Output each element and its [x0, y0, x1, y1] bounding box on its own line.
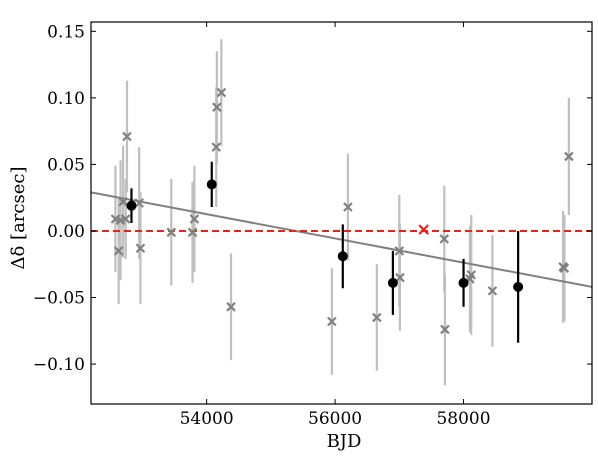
- individual-point: [134, 198, 144, 208]
- binned-point: [513, 281, 524, 292]
- plot-frame: [90, 21, 593, 405]
- individual-point: [226, 302, 236, 312]
- x-tick-label: 56000: [308, 409, 362, 429]
- plot-marks: [91, 39, 592, 386]
- individual-point: [166, 227, 177, 238]
- individual-point: [187, 227, 198, 238]
- individual-point: [122, 131, 132, 142]
- individual-point: [211, 142, 222, 152]
- y-tick-label: 0.15: [47, 22, 85, 42]
- binned-point: [387, 277, 398, 288]
- individual-point: [212, 102, 222, 112]
- individual-point: [135, 243, 146, 254]
- individual-point: [466, 270, 477, 280]
- individual-point: [487, 286, 498, 296]
- y-axis-label: Δδ [arcsec]: [8, 167, 29, 270]
- individual-point: [394, 246, 405, 256]
- individual-point: [189, 214, 200, 224]
- y-tick-label: −0.05: [33, 289, 85, 309]
- binned-point: [337, 251, 348, 262]
- y-tick-label: 0.10: [47, 89, 85, 109]
- fit-line: [91, 191, 592, 288]
- individual-point: [372, 312, 382, 323]
- binned-point: [126, 200, 137, 211]
- binned-point: [458, 277, 469, 288]
- individual-point: [327, 316, 337, 327]
- individual-point: [439, 234, 450, 244]
- axis-ticks: 54000 56000 58000 0.15 0.10 0.05 0.00 −0.05 −0.1…: [33, 22, 592, 429]
- individual-point: [395, 272, 405, 283]
- individual-point: [118, 196, 128, 207]
- individual-point: [559, 263, 570, 274]
- y-tick-label: −0.10: [33, 355, 85, 375]
- individual-point: [440, 324, 450, 335]
- individual-point: [120, 214, 131, 224]
- y-tick-label: 0.00: [47, 222, 85, 242]
- y-tick-label: 0.05: [47, 155, 85, 175]
- x-tick-label: 58000: [436, 409, 490, 429]
- x-tick-label: 54000: [180, 409, 234, 429]
- individual-point: [564, 151, 574, 162]
- individual-point: [113, 246, 124, 256]
- individual-point: [216, 87, 227, 98]
- x-axis-label: BJD: [327, 431, 362, 452]
- individual-point: [343, 202, 353, 212]
- binned-point: [206, 179, 217, 190]
- reference-point: [418, 224, 429, 235]
